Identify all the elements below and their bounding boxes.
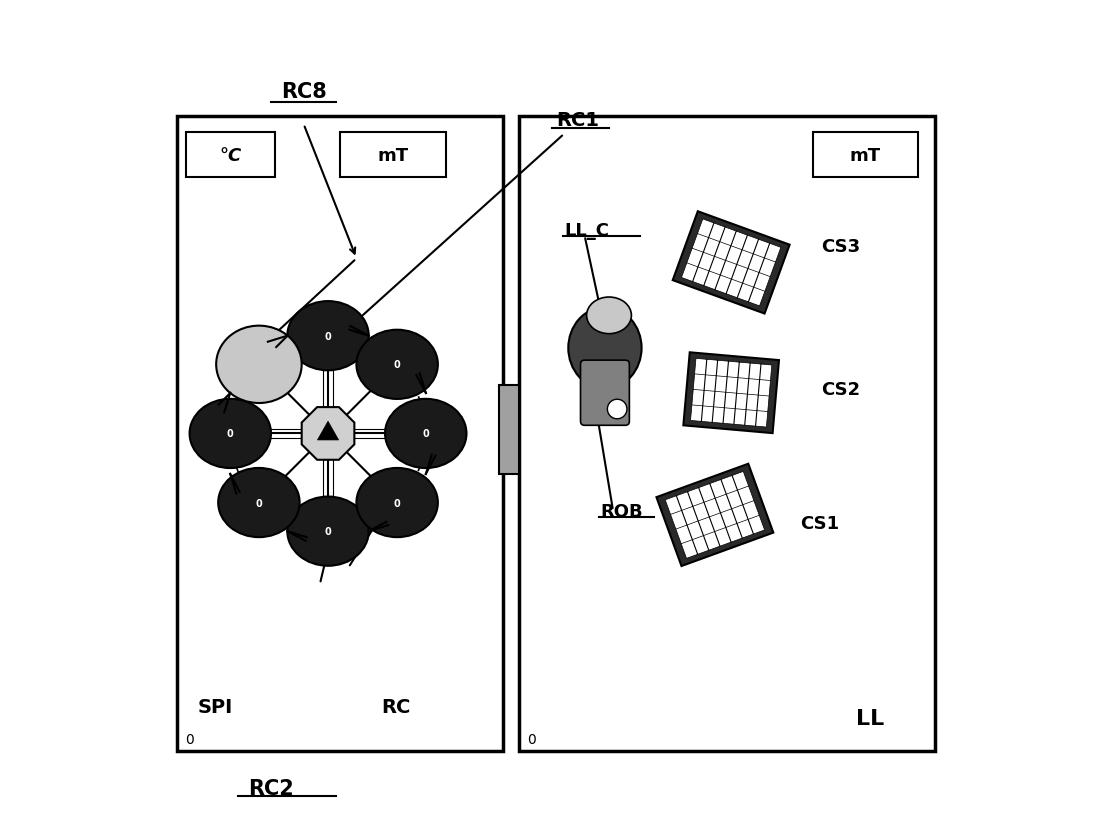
Text: LL: LL	[856, 708, 884, 729]
Circle shape	[607, 400, 627, 419]
Text: 0: 0	[528, 732, 537, 746]
Text: °C: °C	[220, 147, 242, 165]
Text: 0: 0	[325, 527, 331, 536]
FancyBboxPatch shape	[519, 116, 935, 751]
Text: LL_C: LL_C	[564, 222, 609, 239]
Text: 0: 0	[227, 429, 234, 439]
Text: RC2: RC2	[248, 778, 294, 798]
Text: CS1: CS1	[800, 514, 839, 532]
Ellipse shape	[385, 400, 467, 468]
Polygon shape	[672, 212, 789, 314]
Bar	[499, 385, 519, 474]
Polygon shape	[657, 464, 773, 567]
Polygon shape	[301, 408, 354, 460]
Ellipse shape	[287, 497, 369, 566]
Polygon shape	[318, 422, 339, 441]
Text: 0: 0	[394, 498, 401, 508]
Text: RC8: RC8	[280, 82, 327, 102]
Bar	[813, 133, 919, 178]
Bar	[185, 133, 275, 178]
Polygon shape	[683, 353, 779, 433]
FancyBboxPatch shape	[178, 116, 503, 751]
Text: 0: 0	[325, 332, 331, 342]
Text: SPI: SPI	[198, 697, 233, 716]
Ellipse shape	[216, 326, 301, 404]
Text: 0: 0	[423, 429, 429, 439]
Ellipse shape	[569, 308, 641, 389]
Ellipse shape	[357, 330, 438, 400]
Ellipse shape	[357, 468, 438, 537]
FancyBboxPatch shape	[581, 360, 629, 426]
Ellipse shape	[287, 301, 369, 371]
Text: 0: 0	[185, 732, 194, 746]
Text: 0: 0	[394, 360, 401, 370]
Ellipse shape	[586, 297, 631, 334]
Bar	[340, 133, 446, 178]
Polygon shape	[666, 472, 765, 559]
Text: RC: RC	[381, 697, 411, 716]
Text: 0: 0	[255, 498, 263, 508]
Ellipse shape	[190, 400, 270, 468]
Text: mT: mT	[850, 147, 881, 165]
Text: ROB: ROB	[601, 502, 644, 520]
Polygon shape	[681, 219, 781, 306]
Text: mT: mT	[378, 147, 408, 165]
Ellipse shape	[219, 468, 299, 537]
Text: CS3: CS3	[820, 238, 860, 256]
Text: RC1: RC1	[556, 111, 599, 130]
Text: CS2: CS2	[820, 380, 860, 398]
Polygon shape	[690, 359, 772, 428]
